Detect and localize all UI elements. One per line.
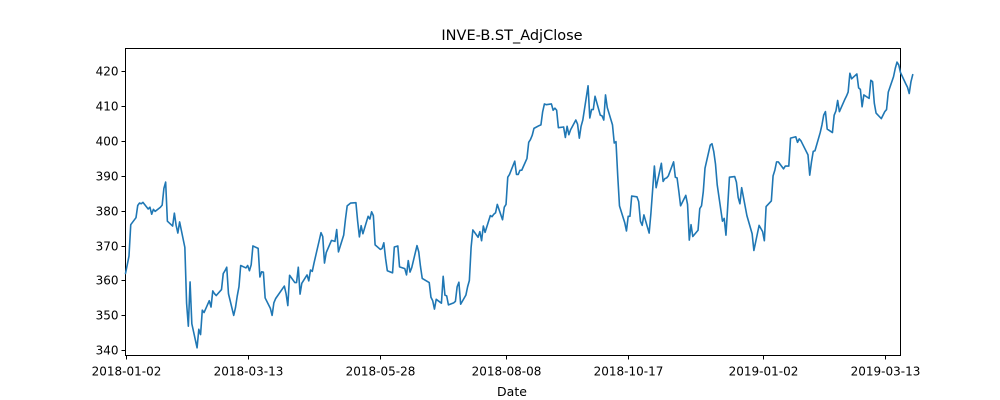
x-axis-label: Date: [497, 384, 527, 399]
y-tick-label: 370: [96, 240, 119, 254]
x-tick-label: 2018-08-08: [472, 365, 542, 379]
series-line-0: [124, 61, 914, 349]
x-tick-label: 2018-03-13: [214, 365, 284, 379]
x-tick-label: 2018-05-28: [346, 365, 416, 379]
y-tick-label: 340: [96, 344, 119, 358]
x-tick-label: 2018-01-02: [92, 365, 162, 379]
y-tick-label: 420: [96, 65, 119, 79]
x-tick-label: 2018-10-17: [594, 365, 664, 379]
series-layer: [124, 61, 914, 349]
x-axis: 2018-01-02 2018-03-13 2018-05-28 2018-08-08…: [92, 355, 921, 379]
y-tick-label: 350: [96, 309, 119, 323]
y-tick-label: 380: [96, 205, 119, 219]
x-tick-label: 2019-01-02: [729, 365, 799, 379]
y-axis: 340 350 360 370 380 390 400 410 420: [96, 65, 126, 358]
plot-area: [124, 48, 914, 356]
y-tick-label: 360: [96, 274, 119, 288]
axes-frame: [125, 48, 901, 356]
y-tick-label: 410: [96, 100, 119, 114]
y-tick-label: 400: [96, 135, 119, 149]
chart-title: INVE-B.ST_AdjClose: [441, 28, 582, 44]
x-tick-label: 2019-03-13: [851, 365, 921, 379]
y-tick-label: 390: [96, 170, 119, 184]
